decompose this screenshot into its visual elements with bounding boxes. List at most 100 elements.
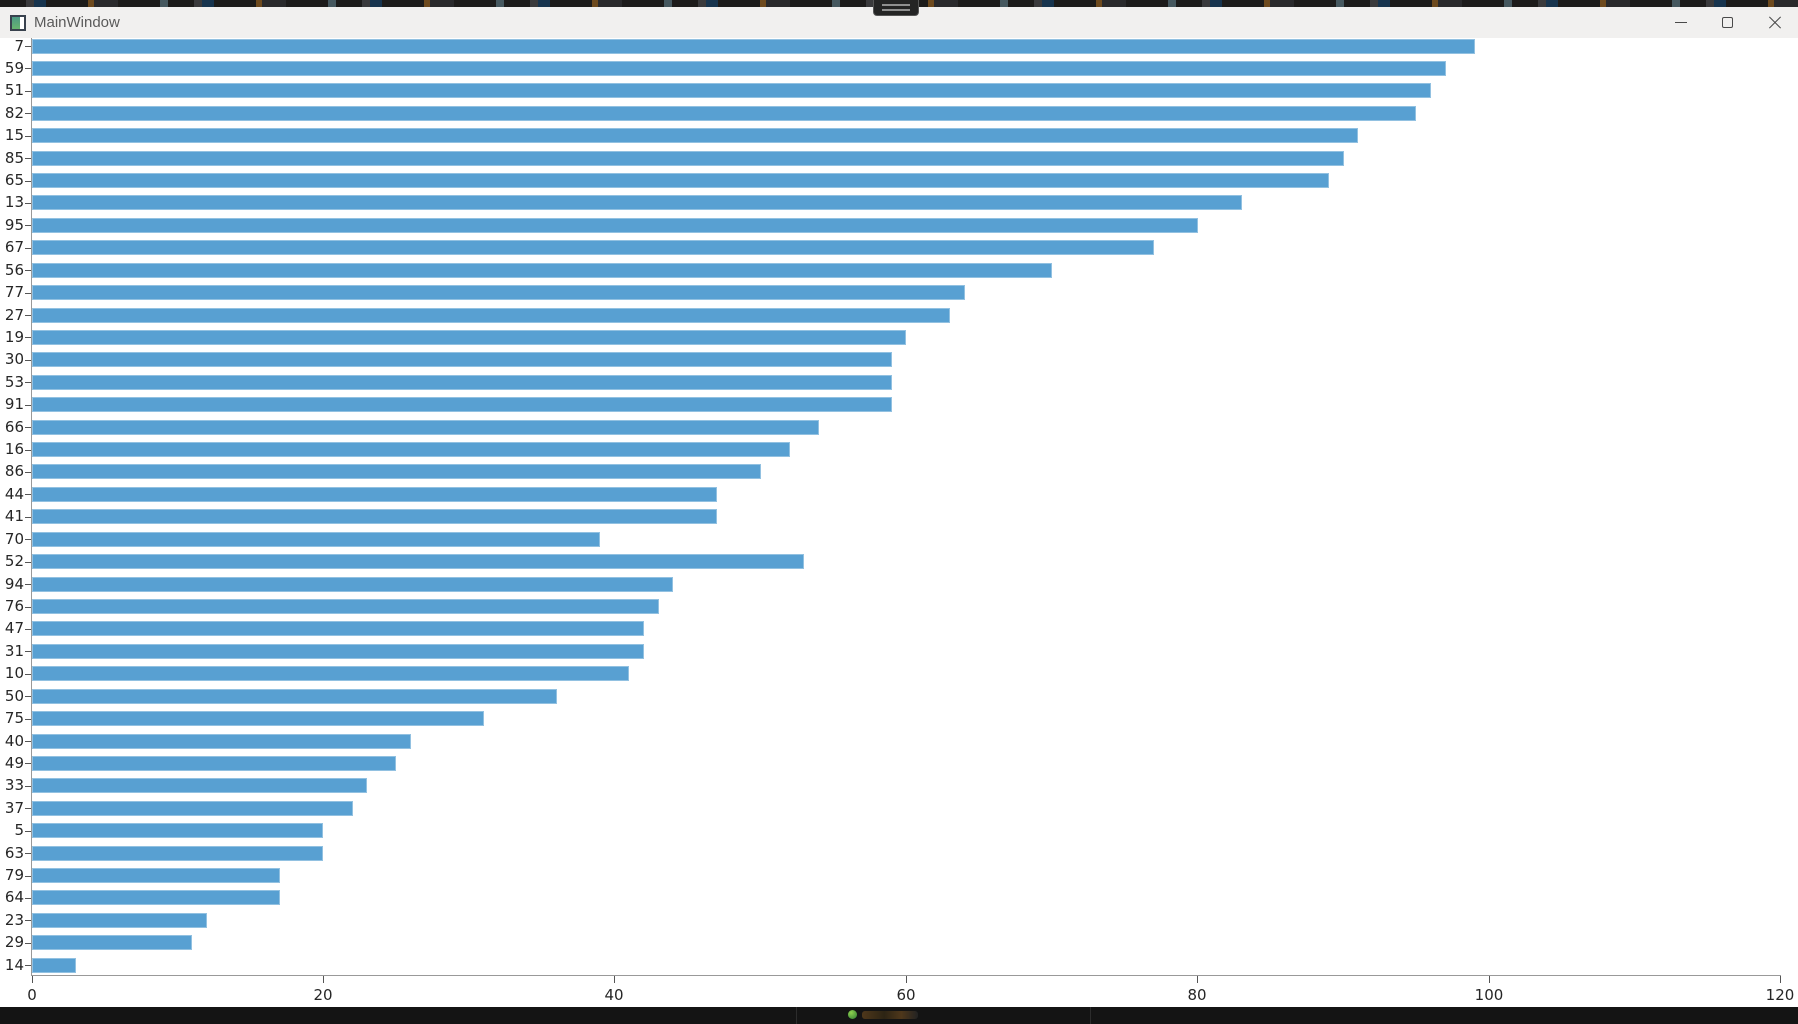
bar (32, 711, 484, 726)
y-tick-label: 33 (4, 776, 24, 794)
x-tick-label: 20 (313, 986, 333, 1004)
y-tick-label: 29 (4, 933, 24, 951)
y-tick-label: 59 (4, 59, 24, 77)
y-tick-label: 82 (4, 104, 24, 122)
bar (32, 554, 804, 569)
y-tick-label: 31 (4, 642, 24, 660)
bar (32, 352, 892, 367)
bar (32, 397, 892, 412)
y-axis-tick (25, 68, 31, 69)
y-axis-tick (25, 248, 31, 249)
y-axis-tick (25, 651, 31, 652)
bar (32, 420, 819, 435)
minimize-icon (1674, 22, 1687, 23)
y-tick-label: 66 (4, 418, 24, 436)
y-axis-tick (25, 808, 31, 809)
bar (32, 644, 644, 659)
window-drag-handle[interactable] (873, 0, 919, 16)
y-tick-label: 94 (4, 575, 24, 593)
y-axis-tick (25, 719, 31, 720)
status-green-dot-icon (848, 1010, 857, 1019)
y-axis-tick (25, 270, 31, 271)
y-tick-label: 67 (4, 238, 24, 256)
x-tick-label: 80 (1187, 986, 1207, 1004)
x-axis-tick (614, 976, 615, 983)
y-tick-label: 7 (14, 37, 24, 55)
bar (32, 532, 600, 547)
y-axis-tick (25, 494, 31, 495)
bar (32, 756, 396, 771)
bar (32, 263, 1052, 278)
bar (32, 61, 1446, 76)
app-window-icon (10, 14, 26, 31)
bar (32, 599, 659, 614)
y-axis-tick (25, 450, 31, 451)
y-tick-label: 95 (4, 216, 24, 234)
bar (32, 846, 323, 861)
x-axis-tick (1780, 976, 1781, 983)
x-axis-tick (32, 976, 33, 983)
y-tick-label: 44 (4, 485, 24, 503)
y-tick-label: 86 (4, 462, 24, 480)
bar (32, 308, 950, 323)
y-tick-label: 77 (4, 283, 24, 301)
bar (32, 778, 367, 793)
x-axis-spine (31, 975, 1781, 976)
taskbar-seam (796, 1007, 797, 1024)
y-axis-tick (25, 203, 31, 204)
close-button[interactable] (1751, 7, 1798, 38)
y-axis-tick (25, 965, 31, 966)
y-tick-label: 51 (4, 81, 24, 99)
bar (32, 375, 892, 390)
y-axis-tick (25, 46, 31, 47)
y-axis-tick (25, 181, 31, 182)
x-axis-tick (1489, 976, 1490, 983)
bar (32, 734, 411, 749)
y-tick-label: 52 (4, 552, 24, 570)
y-axis-tick (25, 607, 31, 608)
y-axis-tick (25, 920, 31, 921)
bar (32, 218, 1198, 233)
taskbar-seam (1090, 1007, 1091, 1024)
y-axis-tick (25, 584, 31, 585)
bar-chart-canvas: 7 59 51 82 15 85 65 13 95 67 56 77 27 19 30 53 91 66 16 86 4… (0, 38, 1798, 1007)
y-axis-tick (25, 360, 31, 361)
bar (32, 240, 1154, 255)
y-tick-label: 10 (4, 664, 24, 682)
bar (32, 151, 1344, 166)
bar (32, 464, 761, 479)
bar (32, 577, 673, 592)
y-axis-tick (25, 382, 31, 383)
y-axis-tick (25, 629, 31, 630)
y-tick-label: 14 (4, 956, 24, 974)
y-axis-tick (25, 517, 31, 518)
y-axis-tick (25, 741, 31, 742)
y-tick-label: 85 (4, 149, 24, 167)
y-axis-tick (25, 562, 31, 563)
bar (32, 689, 557, 704)
handle-line-icon (882, 4, 910, 6)
maximize-button[interactable] (1704, 7, 1751, 38)
y-tick-label: 19 (4, 328, 24, 346)
minimize-button[interactable] (1657, 7, 1704, 38)
y-axis-tick (25, 674, 31, 675)
y-axis-tick (25, 898, 31, 899)
y-tick-label: 49 (4, 754, 24, 772)
x-tick-label: 60 (896, 986, 916, 1004)
y-tick-label: 76 (4, 597, 24, 615)
bar (32, 935, 192, 950)
y-tick-label: 13 (4, 193, 24, 211)
y-axis-tick (25, 91, 31, 92)
y-axis-tick (25, 158, 31, 159)
x-axis-tick (1197, 976, 1198, 983)
window-title: MainWindow (34, 14, 120, 31)
x-axis-tick (906, 976, 907, 983)
y-axis-tick (25, 315, 31, 316)
taskbar-indicator (862, 1011, 918, 1019)
maximize-icon (1722, 17, 1733, 28)
bar (32, 487, 717, 502)
y-tick-label: 63 (4, 844, 24, 862)
y-tick-label: 56 (4, 261, 24, 279)
close-icon (1768, 16, 1782, 30)
